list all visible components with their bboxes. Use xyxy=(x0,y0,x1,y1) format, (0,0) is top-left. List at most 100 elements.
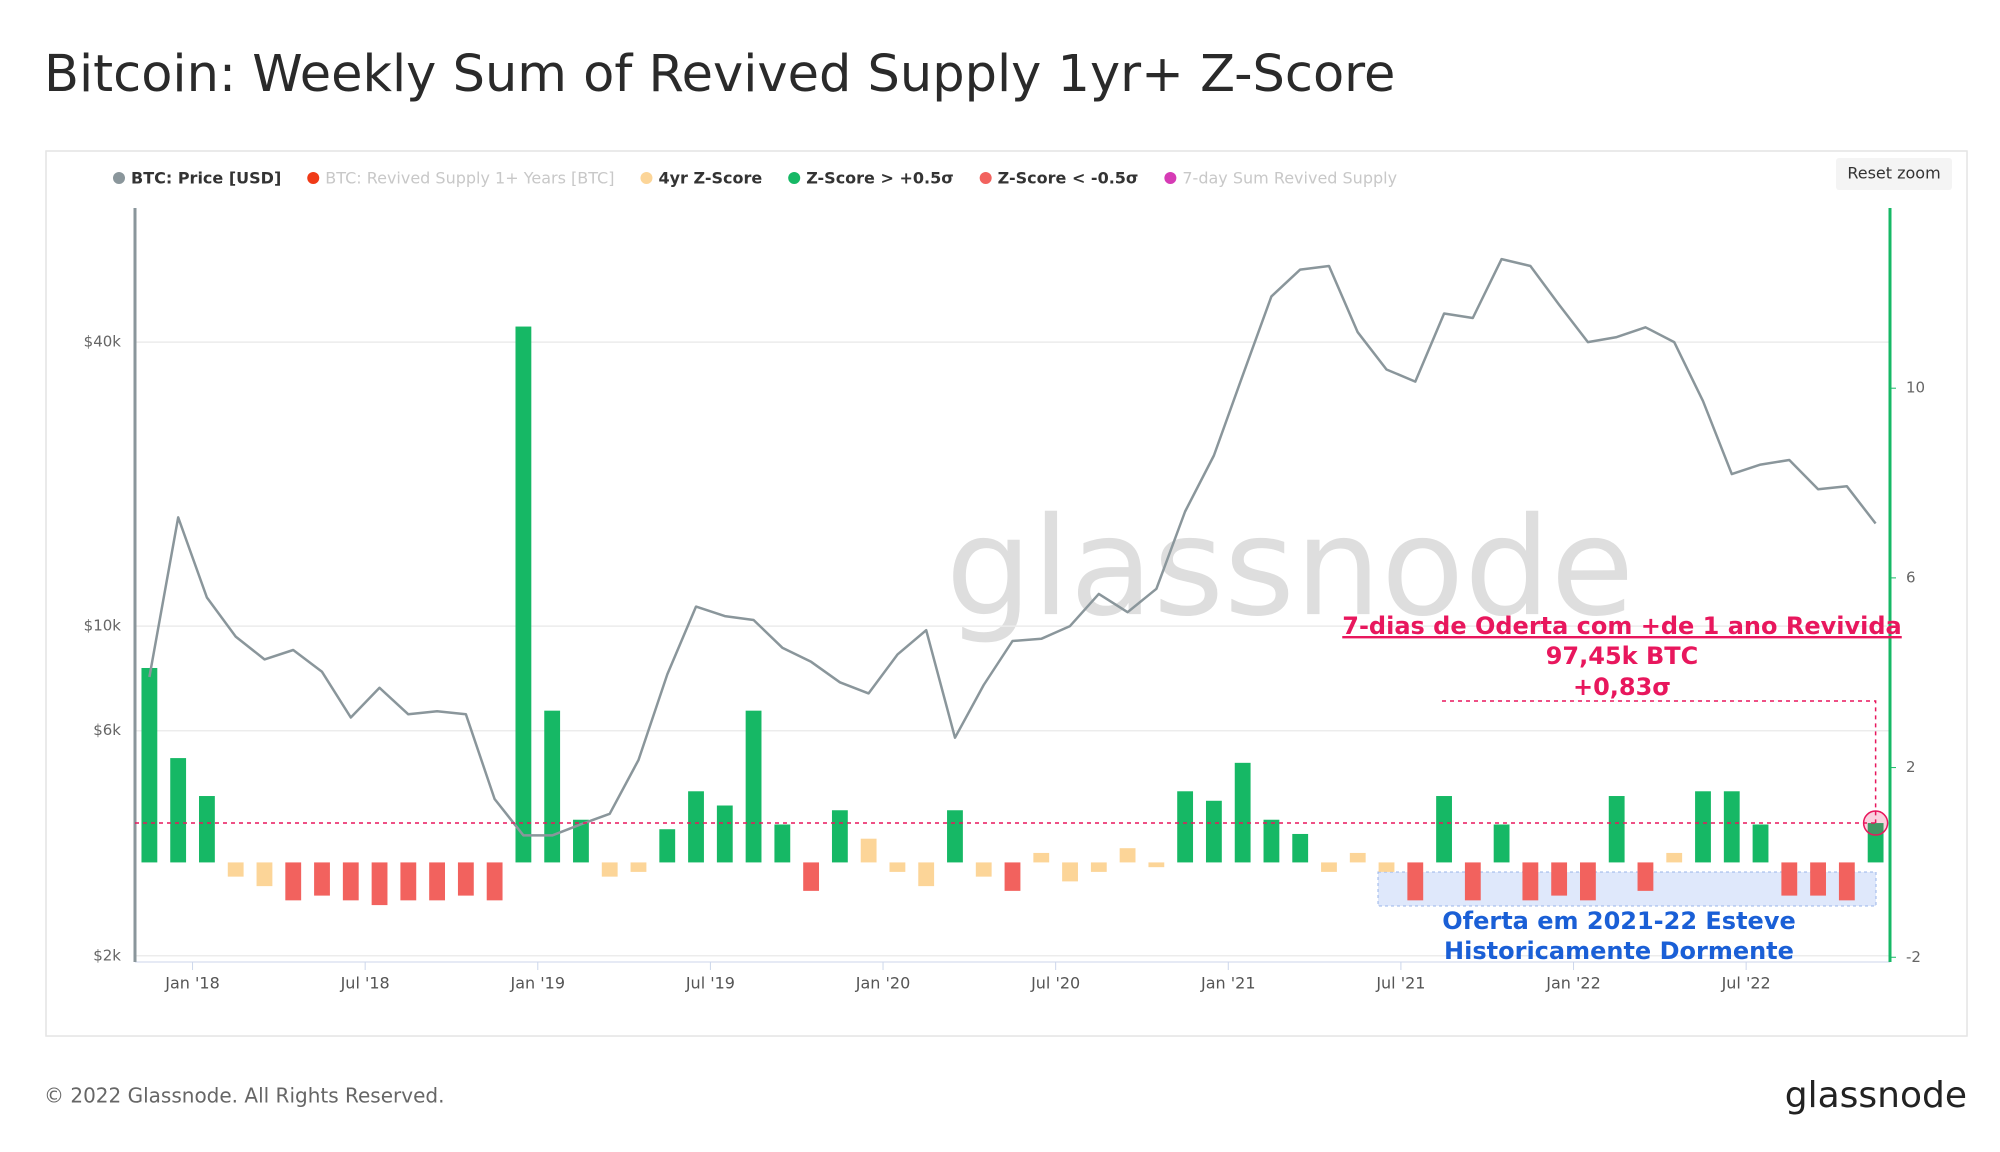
zscore-bar xyxy=(601,862,618,877)
zscore-bar xyxy=(1493,824,1510,863)
zscore-bar xyxy=(1464,862,1481,901)
zscore-bar xyxy=(285,862,302,901)
zscore-bar xyxy=(400,862,417,901)
callout-leader xyxy=(1442,700,1877,824)
zscore-bar xyxy=(1752,824,1769,863)
price-line xyxy=(148,257,1877,837)
zscore-bar xyxy=(688,791,704,863)
y-tick-label: $10k xyxy=(84,617,122,635)
y-tick-label: $2k xyxy=(93,946,121,964)
copyright: © 2022 Glassnode. All Rights Reserved. xyxy=(44,1084,444,1108)
zscore-bar xyxy=(1608,796,1625,863)
legend-marker xyxy=(1164,172,1177,184)
zscore-bar xyxy=(1407,862,1424,901)
callout-text: 7-dias de Oderta com +de 1 ano Revivida xyxy=(1342,612,1902,640)
legend-marker xyxy=(113,172,125,184)
zscore-bar xyxy=(1292,833,1309,863)
zscore-bar xyxy=(457,862,474,896)
zscore-bar xyxy=(1062,862,1078,882)
zscore-bar xyxy=(342,862,359,901)
legend-label[interactable]: 4yr Z-Score xyxy=(658,169,762,188)
zscore-bar xyxy=(1205,800,1222,863)
y2-tick-label: 2 xyxy=(1906,758,1916,776)
zscore-bar xyxy=(1177,791,1194,863)
legend-label[interactable]: BTC: Price [USD] xyxy=(131,169,281,188)
zscore-bar xyxy=(1695,791,1711,863)
x-tick-label: Jul '20 xyxy=(1030,974,1080,993)
zscore-bar xyxy=(1637,862,1654,891)
zscore-bar xyxy=(1004,862,1021,891)
zscore-bar xyxy=(1579,862,1596,901)
callout-point xyxy=(1862,810,1889,836)
reset-zoom-label[interactable]: Reset zoom xyxy=(1847,164,1940,183)
x-tick-label: Jul '21 xyxy=(1375,974,1425,993)
zscore-bar xyxy=(1321,862,1337,872)
legend-label[interactable]: Z-Score > +0.5σ xyxy=(806,169,953,188)
watermark: glassnode xyxy=(946,489,1635,647)
zscore-bar xyxy=(831,810,848,863)
zscore-bar xyxy=(1723,791,1740,863)
dormant-highlight xyxy=(1377,871,1877,907)
zscore-bar xyxy=(1838,862,1855,901)
legend-marker xyxy=(640,172,653,184)
zscore-bar xyxy=(803,862,820,891)
legend-label[interactable]: Z-Score < -0.5σ xyxy=(998,169,1139,188)
y-tick-label: $6k xyxy=(93,721,121,739)
x-tick-label: Jan '19 xyxy=(510,974,566,993)
zscore-bar xyxy=(1522,862,1539,901)
zscore-bar xyxy=(199,796,215,863)
legend-marker xyxy=(307,172,320,184)
zscore-bar xyxy=(1263,819,1280,863)
zscore-bar xyxy=(256,862,273,887)
legend-marker xyxy=(788,172,801,184)
zscore-bar xyxy=(975,862,992,877)
zscore-bar xyxy=(774,824,791,863)
x-tick-label: Jan '20 xyxy=(855,974,911,993)
legend-label[interactable]: BTC: Revived Supply 1+ Years [BTC] xyxy=(325,169,614,188)
x-tick-label: Jan '18 xyxy=(164,974,220,993)
zscore-bar xyxy=(716,805,733,863)
dormant-text: Historicamente Dormente xyxy=(1444,937,1794,965)
y2-tick-label: 6 xyxy=(1906,568,1916,586)
zscore-bar xyxy=(659,829,676,863)
zscore-bar xyxy=(573,819,589,863)
y-tick-label: $40k xyxy=(84,333,122,351)
reset-zoom-button[interactable] xyxy=(1836,158,1952,190)
zscore-bar xyxy=(1436,796,1452,863)
chart-title: Bitcoin: Weekly Sum of Revived Supply 1y… xyxy=(44,45,1395,104)
zscore-bar xyxy=(630,862,647,872)
callout-text: +0,83σ xyxy=(1573,673,1671,701)
zscore-bar xyxy=(371,862,388,906)
zscore-bar xyxy=(1867,823,1884,863)
zscore-bar xyxy=(515,326,532,863)
zscore-bar xyxy=(429,862,446,901)
zscore-bar xyxy=(1349,852,1366,863)
zscore-bar xyxy=(1378,862,1395,872)
footer-logo: glassnode xyxy=(1785,1075,1967,1116)
callout-text: 97,45k BTC xyxy=(1546,642,1699,670)
zscore-bar xyxy=(544,710,561,863)
zscore-bar xyxy=(1810,862,1826,896)
zscore-bar xyxy=(1148,862,1165,868)
dormant-text: Oferta em 2021-22 Esteve xyxy=(1442,907,1795,935)
y2-tick-label: -2 xyxy=(1906,948,1921,966)
zscore-bar xyxy=(889,862,906,872)
x-tick-label: Jan '21 xyxy=(1200,974,1256,993)
zscore-bar xyxy=(745,710,762,863)
x-tick-label: Jul '18 xyxy=(340,974,390,993)
zscore-bar xyxy=(1666,852,1683,863)
y2-tick-label: 10 xyxy=(1906,379,1925,397)
x-tick-label: Jan '22 xyxy=(1545,974,1601,993)
zscore-bar xyxy=(1781,862,1798,896)
legend-marker xyxy=(979,172,992,184)
zscore-bar xyxy=(314,862,330,896)
zscore-bar xyxy=(1090,862,1107,872)
zscore-bar xyxy=(947,810,963,863)
zscore-bar xyxy=(1119,848,1136,863)
legend-label[interactable]: 7-day Sum Revived Supply xyxy=(1182,169,1397,188)
x-tick-label: Jul '22 xyxy=(1721,974,1771,993)
zscore-bar xyxy=(918,862,935,887)
zscore-bar xyxy=(1033,852,1050,863)
